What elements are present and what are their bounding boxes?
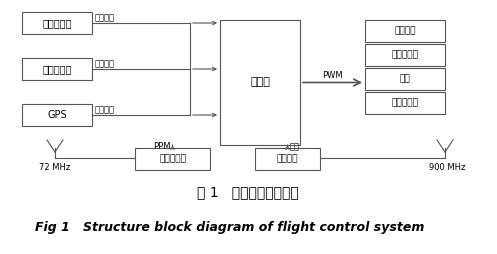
Bar [365, 20, 445, 42]
Text: 飞机高度: 飞机高度 [95, 59, 115, 68]
Text: 副翼舵机: 副翼舵机 [394, 26, 416, 36]
Text: 处理器: 处理器 [250, 77, 270, 87]
Bar [220, 20, 300, 145]
Text: Fig 1   Structure block diagram of flight control system: Fig 1 Structure block diagram of flight … [35, 221, 425, 234]
Text: PPM: PPM [153, 142, 170, 151]
Text: 姿态传感器: 姿态传感器 [42, 18, 72, 28]
Text: 72 MHz: 72 MHz [39, 163, 71, 172]
Bar [22, 58, 92, 80]
Bar [22, 12, 92, 34]
Text: 串口: 串口 [289, 142, 300, 151]
Bar [365, 68, 445, 90]
Text: 油门: 油门 [400, 74, 411, 84]
Bar [255, 148, 320, 170]
Text: 升降舵轮机: 升降舵轮机 [392, 51, 418, 59]
Bar [365, 92, 445, 114]
Text: GPS: GPS [47, 110, 67, 120]
Text: 方向舵轮机: 方向舵轮机 [392, 99, 418, 107]
Text: 气压传感器: 气压传感器 [42, 64, 72, 74]
Text: 机载电台: 机载电台 [277, 154, 298, 164]
Text: 飞机姿态: 飞机姿态 [95, 13, 115, 22]
Text: PWM: PWM [322, 71, 343, 80]
Text: 图 1   飞控系统结构框图: 图 1 飞控系统结构框图 [197, 185, 299, 199]
Text: 遥控接收机: 遥控接收机 [159, 154, 186, 164]
Bar [135, 148, 210, 170]
Bar [365, 44, 445, 66]
Bar [22, 104, 92, 126]
Text: 900 MHz: 900 MHz [429, 163, 465, 172]
Text: 飞机位置: 飞机位置 [95, 105, 115, 114]
